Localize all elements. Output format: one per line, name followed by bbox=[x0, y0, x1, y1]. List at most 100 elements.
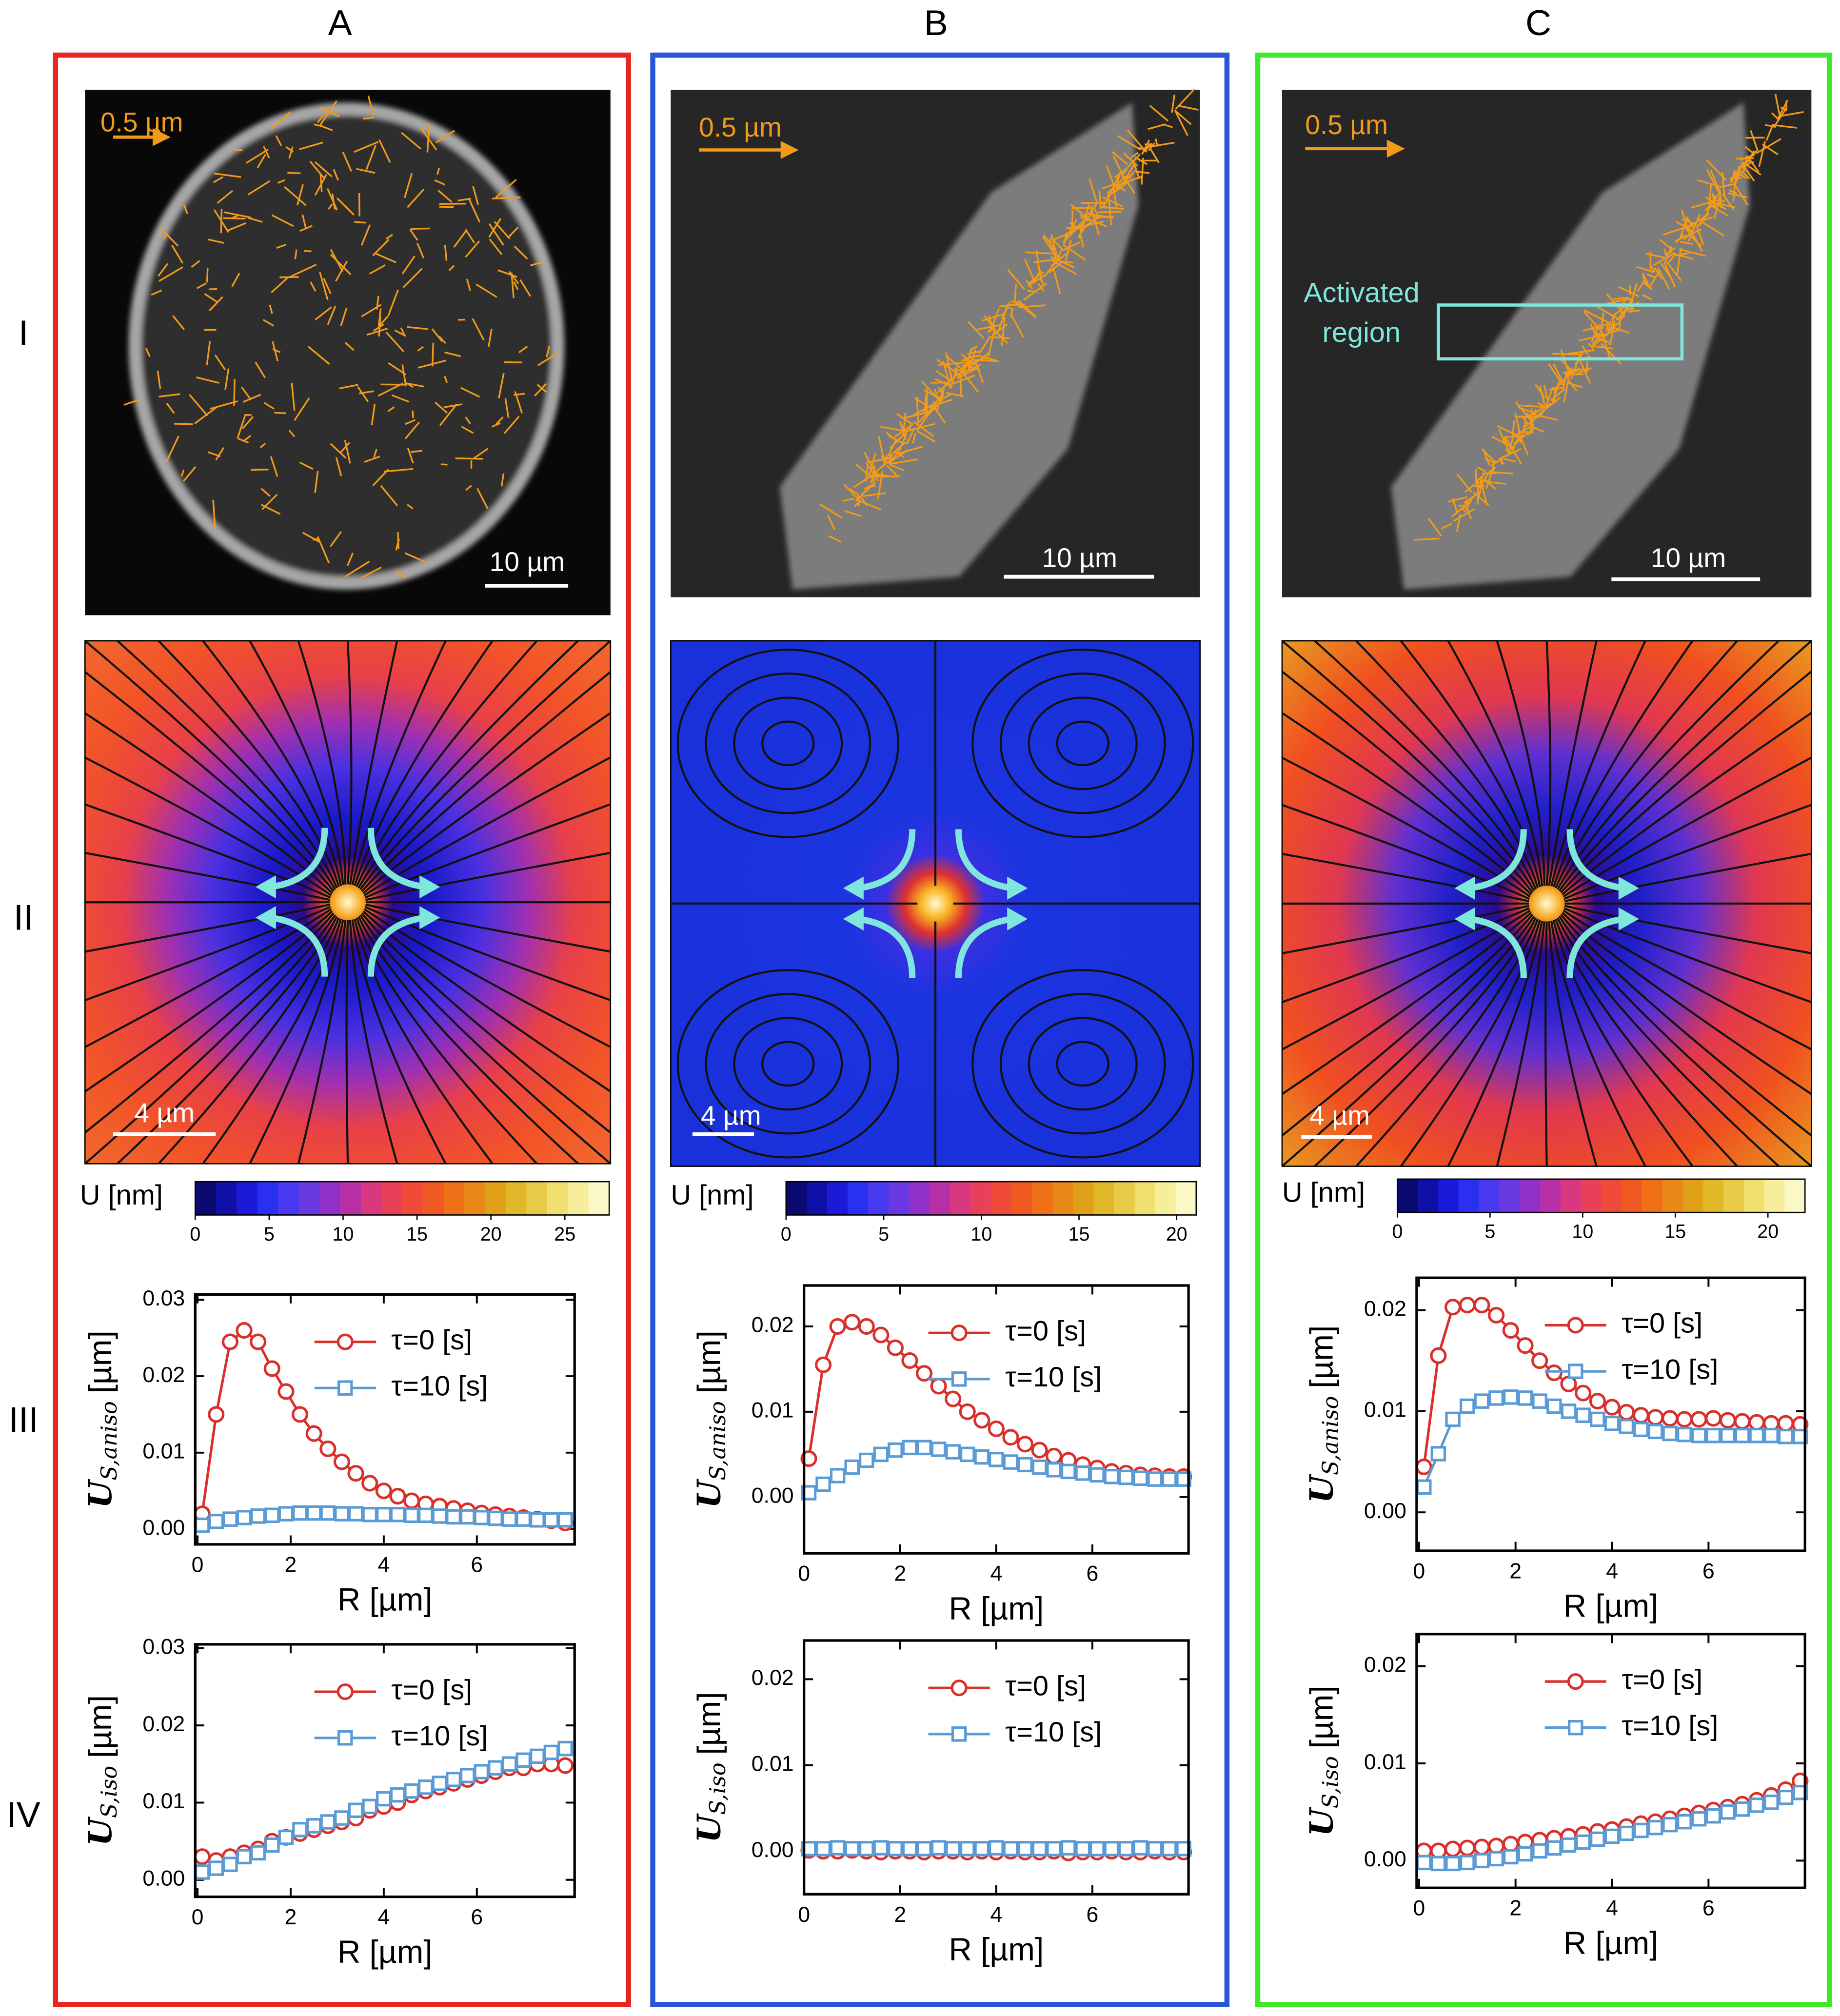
displacement-vector bbox=[1099, 206, 1124, 210]
streamline bbox=[971, 649, 1194, 838]
marker bbox=[404, 1783, 419, 1799]
displacement-vector bbox=[1642, 294, 1652, 301]
flow-arrow-head bbox=[1618, 907, 1639, 930]
streamline bbox=[761, 720, 815, 767]
marker bbox=[1444, 1299, 1462, 1316]
y-axis-unit: [µm] bbox=[1304, 1325, 1340, 1388]
marker bbox=[208, 1514, 224, 1529]
displacement-vector bbox=[1706, 195, 1716, 212]
displacement-vector bbox=[314, 471, 319, 493]
displacement-vector bbox=[1062, 244, 1086, 261]
y-tick-label: 0.01 bbox=[142, 1789, 185, 1813]
streamline bbox=[1281, 915, 1535, 1167]
displacement-vector bbox=[1706, 169, 1720, 194]
displacement-vector bbox=[157, 370, 161, 389]
displacement-vector bbox=[1171, 94, 1175, 113]
streamline bbox=[971, 969, 1194, 1159]
y-tick-label: 0.00 bbox=[752, 1484, 794, 1508]
colorbar-label: U [nm] bbox=[671, 1180, 753, 1211]
displacement-vector bbox=[417, 346, 424, 352]
column-frame bbox=[650, 52, 1230, 2007]
legend-marker bbox=[1567, 1317, 1584, 1334]
displacement-vector bbox=[275, 135, 282, 146]
colorbar-step bbox=[1540, 1179, 1562, 1213]
marker bbox=[1430, 1842, 1447, 1859]
marker bbox=[320, 1814, 336, 1830]
displacement-vector bbox=[391, 394, 410, 403]
streamline bbox=[84, 803, 331, 899]
marker bbox=[1046, 1462, 1062, 1478]
marker bbox=[1748, 1414, 1765, 1431]
displacement-vector bbox=[1114, 167, 1128, 178]
y-tick-label: 0.02 bbox=[1364, 1297, 1406, 1321]
displacement-vector bbox=[1112, 185, 1118, 208]
displacement-vector bbox=[1630, 283, 1638, 304]
displacement-vector bbox=[1106, 165, 1115, 185]
streamline bbox=[297, 920, 347, 1164]
y-tick-label: 0.02 bbox=[752, 1313, 794, 1337]
streamline bbox=[84, 756, 332, 896]
displacement-vector bbox=[1490, 466, 1496, 475]
displacement-vector bbox=[1138, 147, 1148, 152]
displacement-vector bbox=[508, 271, 519, 284]
marker bbox=[362, 1506, 378, 1522]
displacement-vector bbox=[970, 355, 980, 358]
marker bbox=[830, 1468, 846, 1483]
displacement-vector bbox=[1568, 349, 1595, 355]
displacement-vector bbox=[299, 461, 314, 470]
displacement-vector bbox=[407, 188, 425, 208]
marker bbox=[815, 1841, 831, 1857]
flow-arrow bbox=[367, 914, 425, 977]
displacement-vector bbox=[1148, 141, 1175, 148]
displacement-vector bbox=[431, 328, 443, 342]
cell bbox=[1391, 102, 1750, 590]
displacement-vector bbox=[1115, 172, 1121, 192]
displacement-vector bbox=[262, 319, 274, 327]
displacement-vector bbox=[488, 217, 502, 238]
displacement-vector bbox=[1666, 253, 1677, 265]
scale-bar-label: 10 µm bbox=[1651, 543, 1726, 573]
displacement-vector bbox=[1583, 309, 1609, 324]
displacement-vector bbox=[959, 373, 963, 397]
streamline bbox=[1558, 640, 1812, 891]
displacement-vector bbox=[407, 326, 428, 330]
displacement-vector bbox=[994, 323, 1008, 335]
displacement-vector bbox=[1102, 183, 1116, 190]
displacement-vector bbox=[1491, 435, 1515, 449]
marker bbox=[361, 1475, 378, 1492]
marker bbox=[390, 1787, 406, 1803]
marker bbox=[1677, 1814, 1692, 1830]
x-tick-label: 6 bbox=[471, 1905, 483, 1929]
displacement-vector bbox=[301, 214, 307, 228]
marker bbox=[250, 1333, 267, 1350]
y-tick-label: 0.00 bbox=[142, 1516, 185, 1540]
streamline bbox=[705, 993, 871, 1135]
displacement-vector bbox=[514, 245, 528, 260]
marker bbox=[236, 1510, 252, 1525]
streamline bbox=[356, 917, 538, 1165]
displacement-vector bbox=[1517, 404, 1544, 408]
displacement-vector bbox=[1001, 317, 1006, 346]
arrow-scale bbox=[699, 141, 799, 159]
colorbar-frame bbox=[1397, 1178, 1806, 1213]
flow-arrow-head bbox=[843, 876, 864, 900]
displacement-vector bbox=[472, 186, 479, 205]
marker bbox=[959, 1841, 975, 1857]
streamline bbox=[349, 920, 398, 1164]
marker bbox=[930, 1442, 947, 1457]
streamline bbox=[761, 1041, 815, 1087]
displacement-vector bbox=[1734, 173, 1738, 181]
streamline bbox=[1496, 640, 1545, 886]
y-axis-label: US,aniso [µm] bbox=[81, 1330, 121, 1508]
displacement-vector bbox=[1596, 338, 1609, 343]
marker bbox=[1003, 1841, 1019, 1857]
displacement-vector bbox=[1552, 353, 1582, 356]
displacement-vector bbox=[1646, 273, 1657, 279]
displacement-vector bbox=[1088, 178, 1098, 204]
marker bbox=[1488, 1838, 1505, 1855]
displacement-vector bbox=[863, 492, 886, 497]
marker bbox=[530, 1512, 545, 1528]
displacement-vector bbox=[165, 435, 179, 462]
displacement-vector bbox=[158, 266, 183, 282]
displacement-vector bbox=[437, 189, 453, 203]
